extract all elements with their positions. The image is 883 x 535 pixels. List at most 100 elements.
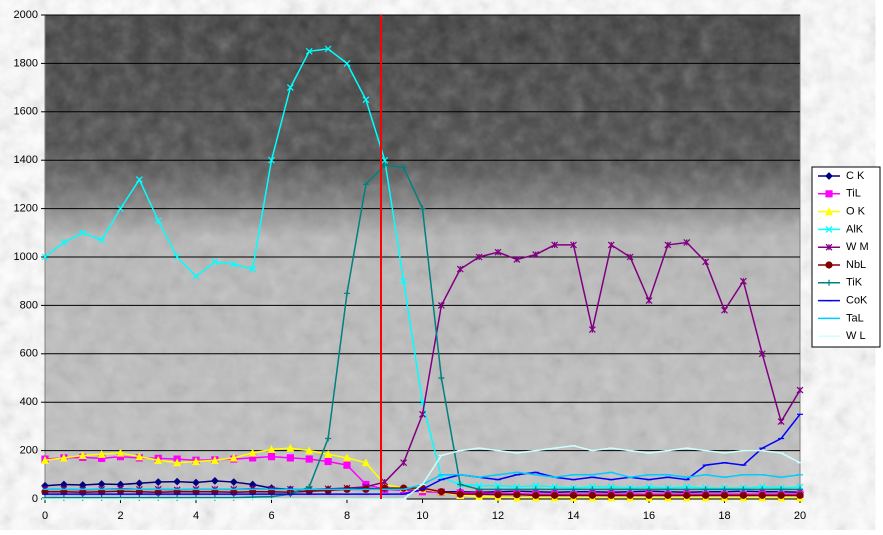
marker [683,239,691,246]
marker [154,217,162,225]
x-tick-label: 10 [416,510,428,522]
marker [324,45,332,53]
marker [645,491,653,499]
marker [758,350,766,358]
marker [136,494,143,501]
marker [456,265,464,273]
marker [230,494,237,501]
legend-marker [825,225,833,233]
marker [210,455,219,464]
marker [154,478,163,486]
marker [135,479,144,488]
marker [173,253,181,261]
marker [494,482,502,490]
marker [646,486,652,493]
marker [248,448,257,457]
marker [324,457,332,466]
marker [702,486,709,493]
marker [551,241,559,249]
marker [476,486,483,493]
marker [117,205,124,213]
marker [173,477,181,486]
marker [739,491,747,499]
marker [475,490,483,498]
marker [174,494,181,501]
marker [532,491,540,499]
marker [60,239,68,246]
marker [59,453,68,462]
y-tick-label: 1600 [14,106,38,118]
marker [155,494,162,501]
marker [626,253,634,261]
marker [739,277,747,285]
marker [305,47,313,55]
legend-label: NbL [846,259,866,271]
marker [361,458,370,467]
marker [664,241,672,249]
marker [495,486,501,493]
marker [229,478,238,486]
marker [796,491,804,499]
marker [400,164,407,171]
x-tick-label: 18 [718,510,730,522]
marker [683,486,690,493]
legend [811,166,881,348]
marker [286,84,294,92]
marker [267,445,276,453]
y-tick-label: 600 [20,348,38,360]
marker [532,482,540,490]
marker [645,297,653,304]
marker [437,301,445,309]
marker [343,461,351,469]
x-tick-label: 16 [643,510,655,522]
x-tick-label: 0 [42,510,48,522]
marker [400,459,408,467]
legend-label: O K [846,206,866,218]
marker [419,205,426,212]
marker [570,241,577,249]
marker [192,478,200,487]
marker [475,482,483,490]
marker [777,491,785,499]
marker [777,418,785,425]
marker [720,491,729,499]
marker [381,478,389,486]
y-tick-label: 1800 [14,57,38,69]
marker [683,491,691,499]
y-tick-label: 200 [20,445,38,457]
marker [702,258,710,266]
marker [117,494,124,501]
legend-label: CoK [846,295,868,307]
marker [551,491,559,499]
marker [778,486,785,493]
marker [154,455,163,464]
marker [457,481,464,488]
marker [267,453,276,461]
marker [98,236,106,244]
marker [343,453,351,462]
marker [494,248,502,256]
marker [211,494,218,501]
marker [796,386,804,394]
marker [286,443,295,452]
x-tick-label: 6 [268,510,274,522]
legend-label: AlK [846,223,864,235]
marker [286,454,294,462]
marker [740,486,747,493]
marker [532,251,540,259]
legend-marker [825,261,833,269]
y-tick-label: 1000 [14,251,38,263]
marker [588,491,596,499]
marker [475,253,483,261]
x-tick-label: 14 [567,510,579,522]
marker [381,156,389,164]
marker [400,277,408,285]
y-tick-label: 800 [20,299,38,311]
legend-marker [825,207,833,216]
marker [343,59,351,67]
legend-marker [825,243,833,251]
marker [721,486,728,493]
marker [193,494,199,501]
marker [437,488,445,496]
marker [362,181,369,188]
